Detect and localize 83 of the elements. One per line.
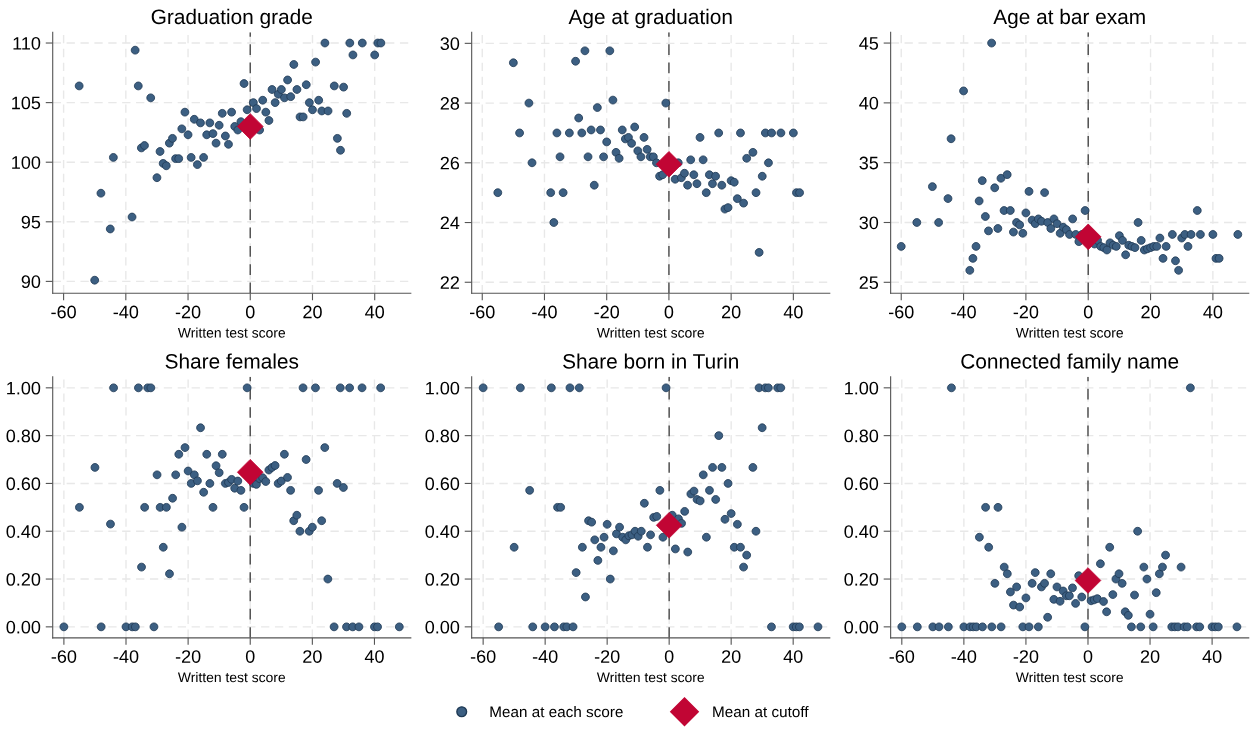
x-tick-label: -60 [51, 305, 76, 319]
y-tick-label: 90 [21, 275, 41, 289]
x-tick-label: -40 [532, 650, 558, 663]
y-tick-label: 30 [440, 37, 460, 51]
y-tick-label: 0.00 [844, 620, 879, 634]
x-tick-label: 40 [1202, 650, 1222, 663]
y-tick-label: 25 [859, 276, 879, 290]
y-tick-label: 0.20 [6, 572, 41, 586]
x-tick-label: 40 [364, 650, 384, 663]
x-axis-title: Written test score [596, 327, 705, 338]
x-axis-title: Written test score [1015, 327, 1123, 338]
y-tick-label: 0.80 [6, 429, 41, 443]
x-tick-label: -60 [51, 650, 77, 663]
y-tick-label: 0.40 [425, 525, 460, 538]
legend-label: Mean at each score [490, 706, 623, 718]
x-tick-label: -60 [889, 650, 915, 663]
y-tick-label: 105 [12, 96, 41, 110]
x-tick-label: 40 [783, 305, 803, 319]
x-tick-label: 0 [664, 305, 674, 319]
y-tick-label: 0.00 [6, 620, 41, 634]
x-tick-label: 0 [664, 650, 674, 663]
y-tick-label: 1.00 [7, 381, 41, 395]
y-tick-label: 100 [12, 156, 41, 169]
y-tick-label: 0.80 [425, 429, 460, 443]
chart-title: Share females [165, 353, 299, 369]
y-tick-label: 0.40 [844, 525, 879, 538]
x-tick-label: -60 [470, 650, 496, 663]
x-axis-title: Written test score [177, 327, 286, 338]
y-tick-label: 0.00 [425, 620, 460, 634]
x-tick-label: 0 [245, 305, 255, 319]
x-tick-label: 40 [365, 305, 385, 319]
chart-title: Graduation grade [151, 8, 312, 29]
x-tick-label: -40 [951, 650, 977, 663]
x-tick-label: 20 [303, 305, 322, 319]
legend-label: Mean at cutoff [713, 706, 809, 718]
x-tick-label: -40 [532, 305, 557, 319]
x-axis-title: Written test score [177, 672, 286, 683]
chart-title: Connected family name [961, 353, 1179, 373]
y-tick-label: 28 [440, 97, 460, 110]
x-tick-label: -60 [888, 305, 914, 319]
y-tick-label: 30 [859, 216, 879, 230]
x-tick-label: 20 [1141, 305, 1160, 319]
y-tick-label: 1.00 [845, 381, 879, 395]
x-tick-label: 20 [722, 650, 741, 663]
x-tick-label: -20 [1013, 650, 1039, 663]
y-tick-label: 95 [21, 215, 41, 229]
x-tick-label: -20 [175, 650, 201, 663]
chart-title: Age at bar exam [993, 8, 1145, 29]
y-tick-label: 26 [440, 156, 460, 170]
x-tick-label: -40 [113, 650, 139, 663]
x-tick-label: -40 [113, 305, 139, 319]
x-tick-label: 0 [1083, 305, 1093, 319]
x-tick-label: -20 [1013, 305, 1039, 319]
x-tick-label: -20 [175, 305, 201, 319]
x-tick-label: 20 [722, 305, 741, 319]
x-tick-label: -40 [951, 305, 976, 319]
x-tick-label: -60 [470, 305, 495, 319]
x-tick-label: 0 [1083, 650, 1093, 663]
y-tick-label: 0.60 [425, 477, 460, 491]
chart-title: Share born in Turin [563, 353, 738, 369]
x-tick-label: 40 [783, 650, 803, 663]
x-tick-label: 40 [1203, 305, 1223, 319]
x-tick-label: -20 [594, 650, 620, 663]
y-tick-label: 0.60 [6, 477, 41, 491]
y-tick-label: 24 [440, 216, 460, 230]
y-tick-label: 0.80 [844, 429, 879, 443]
y-tick-label: 0.40 [6, 525, 41, 538]
y-tick-label: 22 [440, 276, 459, 289]
y-tick-label: 40 [859, 96, 879, 110]
y-tick-label: 0.20 [425, 572, 460, 586]
x-axis-title: Written test score [596, 672, 705, 683]
y-tick-label: 35 [859, 156, 879, 170]
x-axis-title: Written test score [1015, 672, 1123, 683]
x-tick-label: 20 [303, 650, 322, 663]
y-tick-label: 110 [13, 36, 41, 50]
x-tick-label: 0 [245, 650, 255, 663]
y-tick-label: 0.60 [844, 477, 879, 491]
y-tick-label: 1.00 [426, 381, 460, 395]
x-tick-label: 20 [1140, 650, 1160, 663]
y-tick-label: 0.20 [844, 572, 879, 586]
x-tick-label: -20 [594, 305, 620, 319]
y-tick-label: 45 [859, 37, 879, 50]
chart-title: Age at graduation [568, 8, 732, 29]
